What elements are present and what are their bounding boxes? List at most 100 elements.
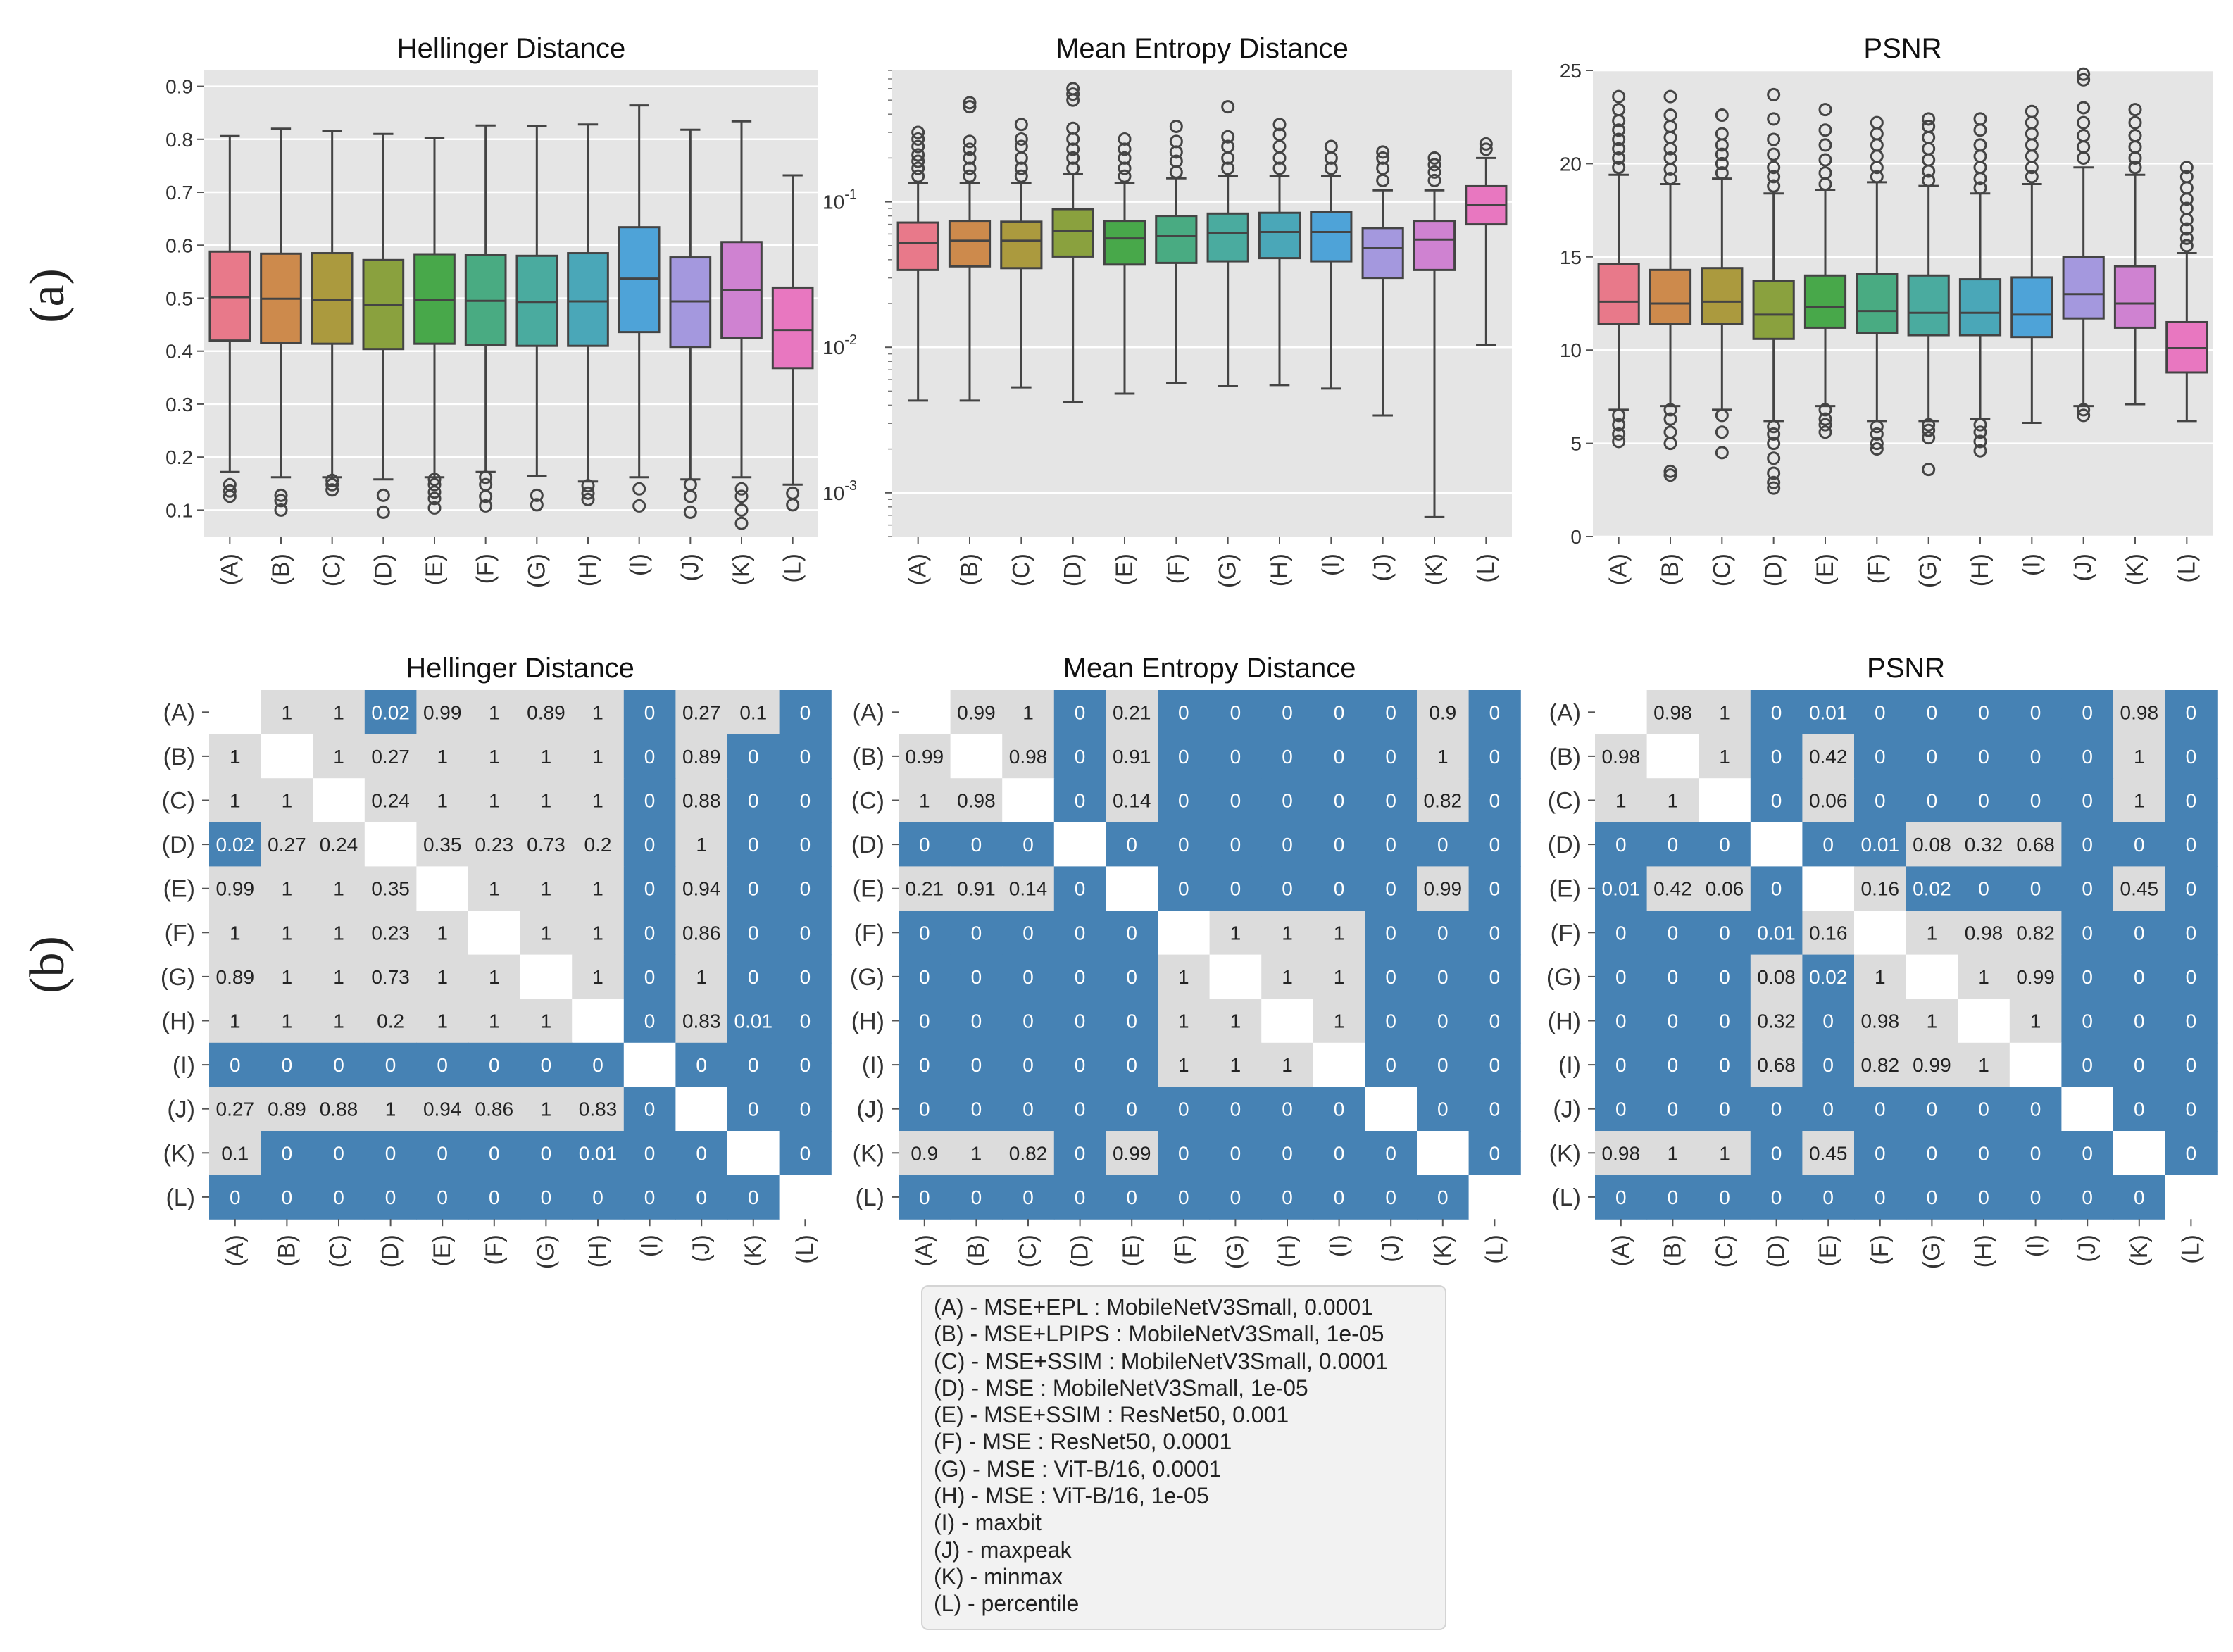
heatmap-cell — [1158, 690, 1211, 735]
y-tick-label: 0.8 — [165, 129, 193, 151]
box-flier — [1118, 169, 1132, 183]
heatmap-cell — [2113, 822, 2166, 867]
heatmap-cell — [1802, 1175, 1855, 1220]
heatmap-cell — [1053, 734, 1106, 779]
box-flier — [1973, 181, 1987, 195]
heatmap-value: 0 — [592, 1187, 603, 1208]
heatmap-cell — [1053, 1087, 1106, 1132]
x-tick-label: (E) — [1812, 553, 1839, 585]
heatmap-value: 0 — [1875, 1142, 1886, 1164]
heatmap-cell — [779, 866, 832, 911]
heatmap-value: 0.16 — [1861, 878, 1900, 900]
box-flier — [734, 482, 749, 496]
box-flier — [1922, 112, 1936, 126]
heatmap-cell — [2165, 1131, 2218, 1176]
box-flier — [1767, 170, 1781, 184]
heatmap-value: 0 — [2082, 790, 2093, 812]
heatmap-value: 0 — [919, 922, 930, 944]
heatmap-cell — [1209, 999, 1262, 1044]
heatmap-value: 0.01 — [1602, 878, 1641, 900]
box-flier — [1715, 446, 1729, 460]
box-flier — [427, 477, 442, 492]
heatmap-cell — [416, 690, 469, 735]
heatmap-cell — [1595, 1087, 1648, 1132]
x-tick-label: (H) — [1970, 1234, 1997, 1268]
heatmap-cell — [1468, 822, 1521, 867]
heatmap-value: 0.98 — [1861, 1010, 1900, 1032]
heatmap-value: 0 — [971, 922, 982, 944]
heatmap-cell — [572, 1087, 625, 1132]
heatmap-value: 0 — [1385, 1187, 1396, 1208]
heatmap-cell — [727, 690, 780, 735]
box-flier — [1870, 115, 1884, 130]
x-tick-label: (A) — [1606, 553, 1632, 585]
heatmap-cell — [313, 866, 365, 911]
heatmap-value: 0.21 — [1113, 701, 1151, 723]
x-tick-label: (C) — [319, 553, 346, 587]
x-tick-label: (K) — [2122, 553, 2148, 585]
heatmap-value: 0.35 — [371, 878, 410, 900]
box-flier — [1818, 403, 1832, 417]
heatmap-value: 0 — [1334, 878, 1345, 900]
heatmap-cell — [1261, 866, 1314, 911]
box-flier — [1922, 431, 1936, 445]
heatmap-cell — [727, 1175, 780, 1220]
heatmap-cell — [1750, 999, 1803, 1044]
heatmap-value: 0 — [919, 1054, 930, 1076]
heatmap-cell — [209, 1042, 262, 1087]
heatmap-value: 0.01 — [734, 1010, 773, 1032]
heatmap-cell — [1468, 778, 1521, 823]
y-tick-label: (A) — [163, 699, 195, 726]
heatmap-cell — [1002, 690, 1055, 735]
x-tick-label: (E) — [421, 553, 448, 585]
heatmap-cell — [1158, 1087, 1211, 1132]
box-9 — [1361, 145, 1404, 417]
heatmap-value: 0 — [800, 1099, 811, 1120]
y-tick-label: (F) — [854, 920, 884, 946]
x-tick-label: (G) — [532, 1234, 559, 1269]
heatmap-value: 0 — [1978, 878, 1989, 900]
heatmap-value: 1 — [385, 1099, 396, 1120]
x-tick-label: (F) — [481, 1234, 508, 1265]
heatmap-cell — [1106, 822, 1158, 867]
heatmap-value: 0 — [1489, 878, 1501, 900]
box-flier — [1922, 423, 1936, 437]
x-tick-label: (E) — [1111, 553, 1138, 585]
heatmap-cell — [1261, 690, 1314, 735]
box-iqr — [2113, 265, 2157, 329]
legend-entry: (J) - maxpeak — [934, 1537, 1072, 1563]
heatmap-cell — [1158, 822, 1211, 867]
heatmap-value: 0 — [1719, 1099, 1730, 1120]
heatmap-value: 0.24 — [371, 790, 410, 812]
box-flier — [1427, 165, 1441, 179]
y-tick-label: (H) — [1548, 1008, 1581, 1035]
heatmap-value: 0 — [1385, 966, 1396, 988]
y-tick-label: 20 — [1560, 153, 1582, 175]
box-flier — [911, 125, 925, 139]
heatmap-cell — [1261, 778, 1314, 823]
heatmap-cell — [364, 778, 417, 823]
heatmap-value: 0 — [1230, 1099, 1241, 1120]
box-flier — [1479, 137, 1493, 151]
heatmap-cell — [2165, 954, 2218, 999]
heatmap-cell — [950, 778, 1003, 823]
heatmap-cell — [1906, 1042, 1958, 1087]
heatmap-value: 1 — [1022, 701, 1034, 723]
box-8 — [618, 104, 661, 513]
heatmap-cell — [1958, 778, 2010, 823]
heatmap-value: 0 — [1230, 1142, 1241, 1164]
heatmap-cell — [520, 866, 573, 911]
heatmap-cell — [209, 1131, 262, 1176]
heatmap-value: 0 — [230, 1054, 241, 1076]
heatmap-value: 0 — [1022, 1099, 1034, 1120]
heatmap-cell — [1958, 866, 2010, 911]
heatmap-cell — [1002, 999, 1055, 1044]
heatmap-cell — [416, 866, 469, 911]
heatmap-value: 0 — [2186, 878, 2197, 900]
heatmap-cell — [1158, 778, 1211, 823]
heatmap-value: 0 — [1230, 701, 1241, 723]
heatmap-cell — [950, 822, 1003, 867]
heatmap-value: 0 — [1282, 790, 1293, 812]
heatmap-value: 0.98 — [1653, 701, 1692, 723]
heatmap-value: 0 — [1334, 1099, 1345, 1120]
